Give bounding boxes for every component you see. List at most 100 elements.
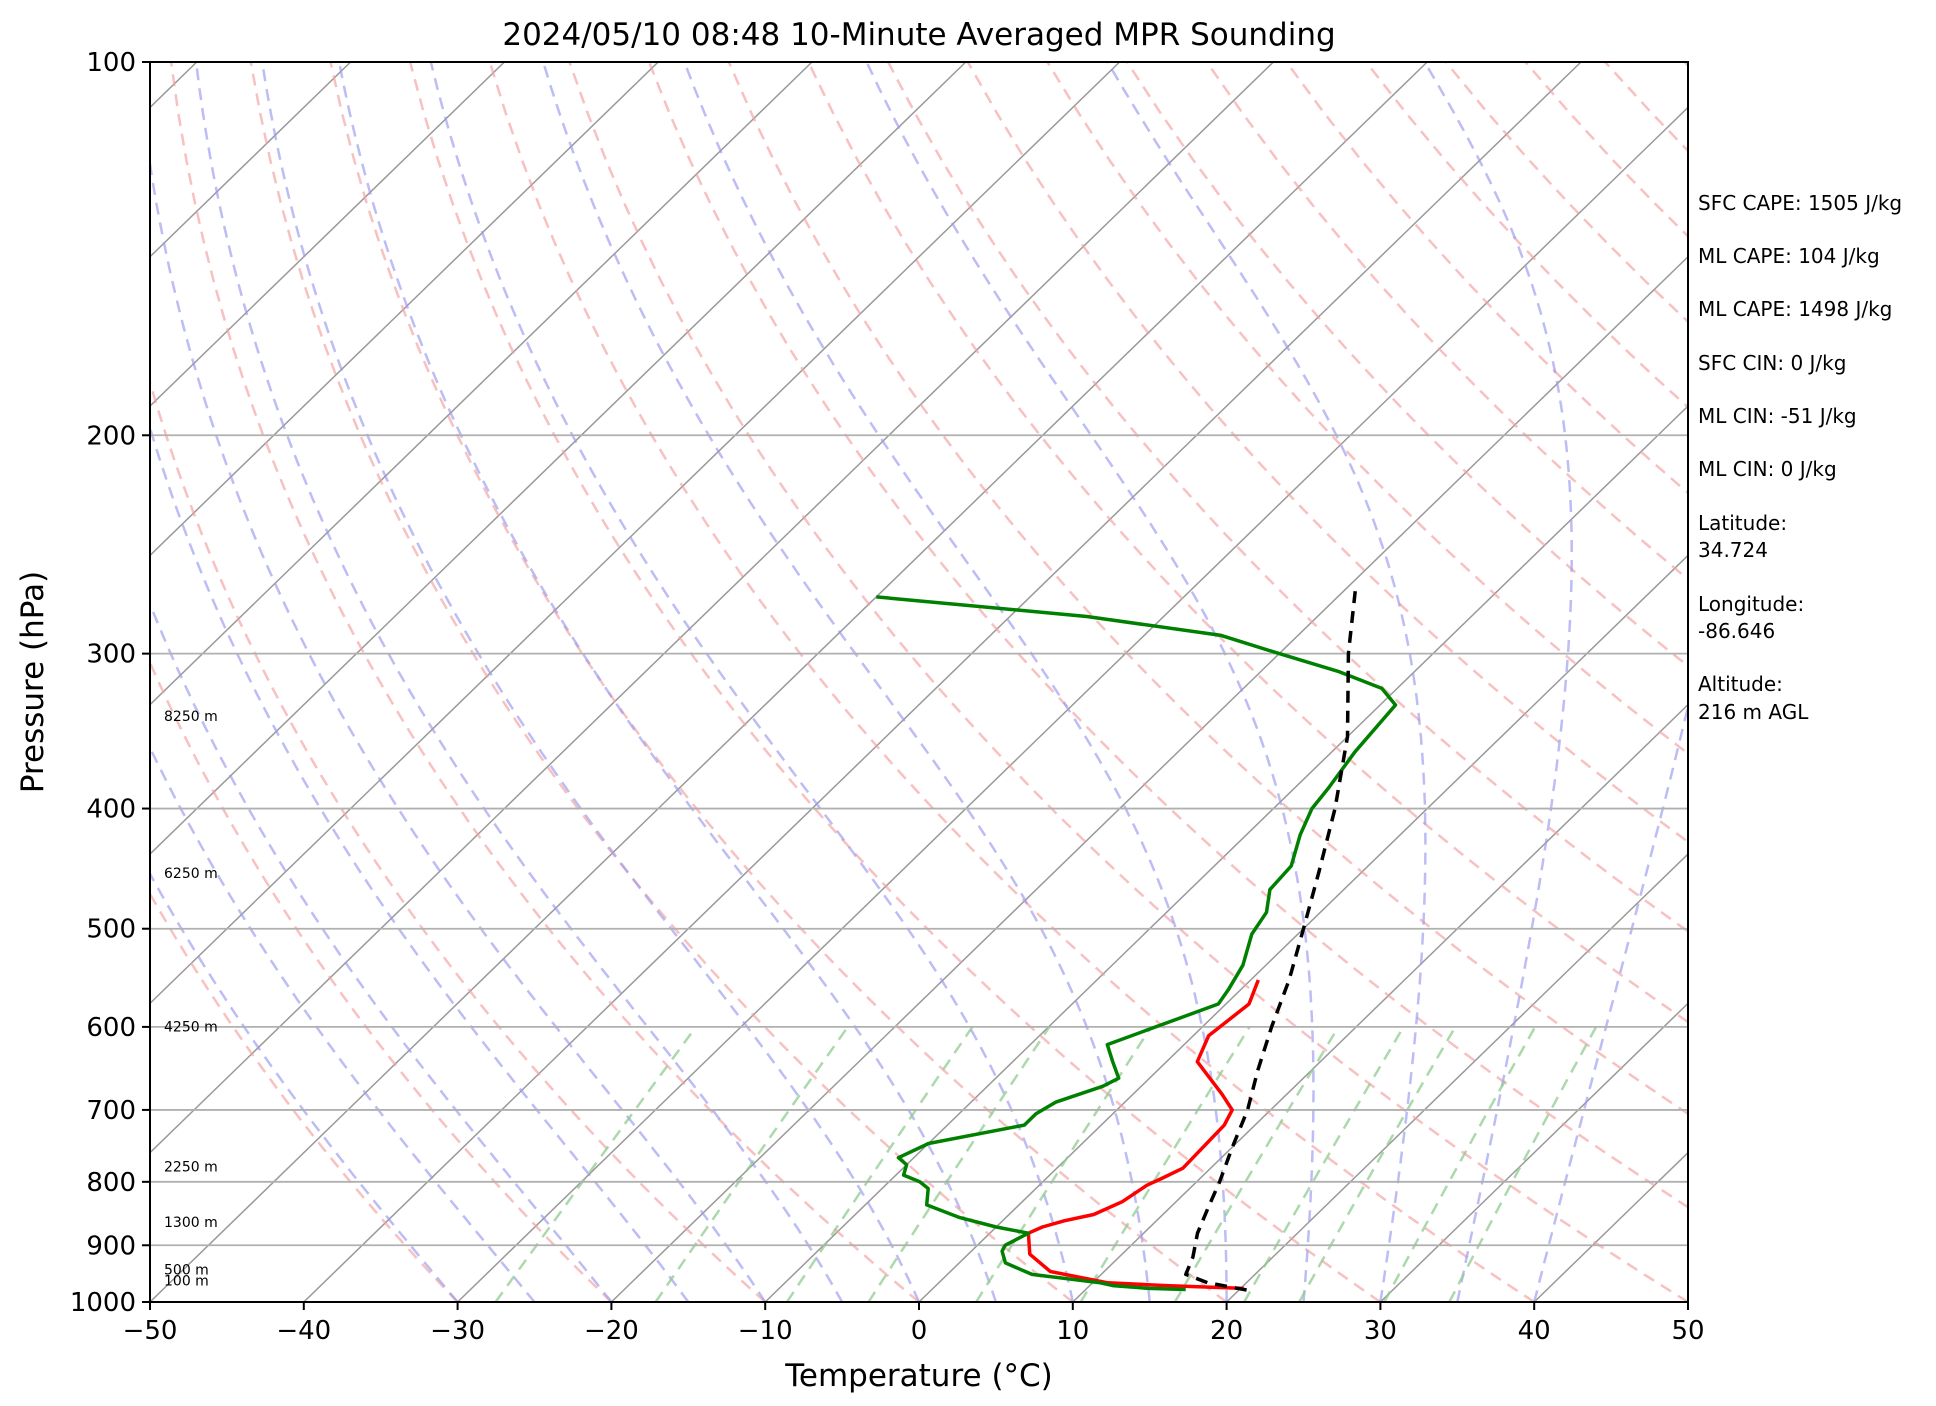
stats-panel: SFC CAPE: 1505 J/kg ML CAPE: 104 J/kg ML… [1698, 191, 1902, 724]
moist-adiabat [865, 62, 1315, 1302]
isotherm-line [150, 62, 813, 706]
moist-adiabat [337, 62, 998, 1302]
mixing-ratio-line [1173, 1026, 1340, 1302]
y-axis: 100 200 300 400 500 600 700 800 900 1000 [70, 48, 150, 1318]
dry-adiabat [408, 62, 1382, 1302]
height-label: 100 m [164, 1274, 209, 1290]
stat-ml-cin-2: ML CIN: 0 J/kg [1698, 457, 1837, 481]
dry-adiabat [1205, 62, 1688, 581]
x-tick-label: 0 [911, 1316, 928, 1346]
moist-adiabat [194, 62, 844, 1302]
height-label: 1300 m [164, 1215, 218, 1231]
y-tick-label: 100 [86, 48, 136, 78]
stat-longitude-value: -86.646 [1698, 619, 1775, 643]
x-axis: −50 −40 −30 −20 −10 0 10 20 30 40 50 [123, 1302, 1705, 1346]
stat-longitude-label: Longitude: [1698, 592, 1804, 616]
y-tick-label: 500 [86, 915, 136, 945]
chart-title: 2024/05/10 08:48 10-Minute Averaged MPR … [502, 17, 1335, 53]
moist-adiabat [1423, 62, 1573, 1302]
y-tick-label: 800 [86, 1168, 136, 1198]
dry-adiabat [150, 891, 459, 1302]
isotherm-line [150, 62, 505, 408]
dry-adiabat [647, 62, 1688, 1209]
y-tick-label: 400 [86, 795, 136, 825]
dry-adiabat [169, 62, 920, 1302]
isotherm-line [610, 255, 1688, 1302]
dry-adiabat [1046, 62, 1688, 756]
isotherm-line [150, 62, 967, 856]
dry-adiabat [249, 62, 1074, 1302]
height-label: 4250 m [164, 1019, 218, 1035]
mixing-ratio-line [1298, 1026, 1457, 1302]
moist-adiabat [150, 871, 459, 1302]
moist-adiabat [1106, 62, 1427, 1302]
isotherm-line [303, 62, 1582, 1302]
mixing-ratio-line [1243, 1026, 1405, 1302]
stat-sfc-cin: SFC CIN: 0 J/kg [1698, 351, 1846, 375]
moist-adiabat [150, 423, 690, 1302]
temperature-line [1026, 979, 1260, 1291]
stat-altitude-value: 216 m AGL [1698, 700, 1809, 724]
x-tick-label: 20 [1210, 1316, 1243, 1346]
x-axis-label: Temperature (°C) [784, 1358, 1053, 1394]
height-label: 500 m [164, 1262, 209, 1278]
isotherm-line [150, 62, 1428, 1302]
mixing-ratio-line [1448, 1026, 1598, 1302]
moist-adiabat [150, 155, 767, 1302]
isotherm-line [150, 62, 659, 557]
isotherm-line [1226, 852, 1688, 1302]
series-group [876, 586, 1398, 1292]
stat-ml-cape-1: ML CAPE: 104 J/kg [1698, 244, 1880, 268]
isotherm-line [764, 405, 1688, 1302]
dry-adiabat [568, 62, 1688, 1302]
stat-ml-cin-1: ML CIN: -51 J/kg [1698, 404, 1857, 428]
stat-latitude-label: Latitude: [1698, 511, 1787, 535]
moist-adiabat [260, 62, 921, 1302]
x-tick-label: 50 [1671, 1316, 1704, 1346]
stat-altitude-label: Altitude: [1698, 672, 1783, 696]
dry-adiabat [488, 62, 1535, 1302]
height-label: 6250 m [164, 866, 218, 882]
mixing-ratio-line [1383, 1026, 1537, 1302]
height-label: 8250 m [164, 709, 218, 725]
y-tick-label: 200 [86, 421, 136, 451]
dry-adiabat [1126, 62, 1688, 668]
isotherm-line [150, 62, 1274, 1154]
y-tick-label: 900 [86, 1231, 136, 1261]
isotherm-line [918, 554, 1688, 1302]
dry-adiabat [886, 62, 1688, 933]
x-tick-label: −40 [276, 1316, 331, 1346]
parcel-line [1184, 586, 1358, 1292]
stat-latitude-value: 34.724 [1698, 538, 1768, 562]
moist-adiabat [150, 600, 613, 1302]
x-tick-label: 40 [1518, 1316, 1551, 1346]
isotherm-line [1072, 703, 1688, 1302]
moist-adiabat [1532, 701, 1688, 1302]
stat-ml-cape-2: ML CAPE: 1498 J/kg [1698, 297, 1892, 321]
y-tick-label: 1000 [70, 1288, 136, 1318]
isotherm-line [457, 106, 1688, 1302]
isotherm-line [150, 62, 1121, 1005]
x-tick-label: 10 [1056, 1316, 1089, 1346]
pressure-grid [150, 62, 1688, 1302]
x-tick-label: −10 [738, 1316, 793, 1346]
dry-adiabat [150, 659, 613, 1302]
moist-adiabat [683, 62, 1228, 1302]
dry-adiabat [966, 62, 1688, 844]
moist-adiabat [429, 62, 1075, 1302]
dewpoint-line [876, 595, 1398, 1292]
x-tick-label: −30 [430, 1316, 485, 1346]
y-axis-label: Pressure (hPa) [15, 571, 51, 793]
dry-adiabat [150, 378, 767, 1302]
y-tick-label: 300 [86, 640, 136, 670]
y-tick-label: 700 [86, 1096, 136, 1126]
x-tick-label: −20 [584, 1316, 639, 1346]
moist-adiabat [542, 62, 1151, 1302]
x-tick-label: 30 [1364, 1316, 1397, 1346]
background-lines [150, 62, 1688, 1302]
y-tick-label: 600 [86, 1013, 136, 1043]
height-label: 2250 m [164, 1160, 218, 1176]
x-tick-label: −50 [123, 1316, 178, 1346]
